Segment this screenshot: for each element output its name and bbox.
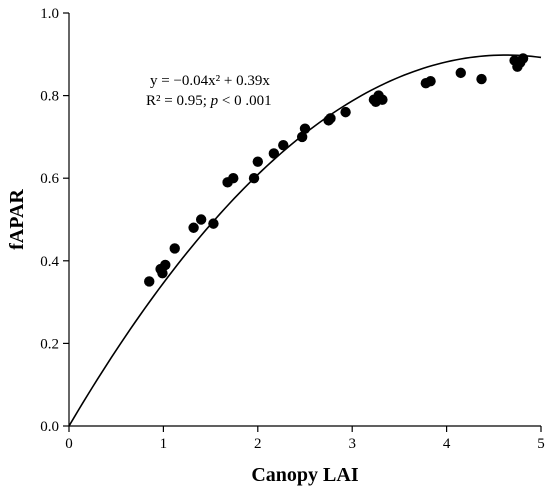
y-tick-label: 0.2 [40,336,59,352]
x-axis-title: Canopy LAI [251,464,358,486]
regression-annotation: y = −0.04x² + 0.39x R² = 0.95; p < 0 .00… [146,73,272,109]
data-point [248,173,260,184]
data-point [208,218,219,229]
x-tick-label: 0 [65,436,73,452]
y-tick-label: 0.0 [40,419,59,435]
r2-text: R² = 0.95; [146,93,211,109]
p-value-text: < 0 .001 [218,93,271,109]
data-points [144,53,529,287]
data-point [278,139,289,151]
data-point [476,73,487,85]
y-axis-title: fAPAR [6,189,28,250]
data-point [377,94,388,105]
data-point [195,214,207,225]
data-point [160,259,171,271]
x-tick-label: 1 [160,436,168,452]
x-tick-label: 4 [443,436,451,452]
data-point [296,131,308,143]
x-axis-ticks: 0 1 2 3 4 5 [65,426,545,452]
data-point [340,106,351,118]
y-tick-label: 0.6 [40,171,59,187]
y-tick-label: 1.0 [40,6,59,22]
data-point [169,243,180,254]
data-point [252,156,263,167]
x-tick-label: 2 [254,436,262,452]
regression-equation: y = −0.04x² + 0.39x [150,73,270,89]
regression-stats: R² = 0.95; p < 0 .001 [146,93,272,109]
data-point [455,67,466,79]
fit-curve [68,54,542,427]
data-point [517,53,529,64]
data-point [268,148,280,159]
data-point [299,123,311,134]
y-tick-label: 0.4 [40,254,59,270]
p-symbol: p [210,93,219,109]
data-point [325,113,336,124]
y-tick-label: 0.8 [40,89,59,105]
data-point [228,173,239,184]
x-tick-label: 3 [348,436,356,452]
data-point [157,267,168,279]
x-tick-label: 5 [537,436,545,452]
y-axis-ticks: 0.0 0.2 0.4 0.6 0.8 1.0 [40,6,69,435]
data-point [188,222,199,233]
data-point [144,276,155,287]
data-point [425,75,436,87]
